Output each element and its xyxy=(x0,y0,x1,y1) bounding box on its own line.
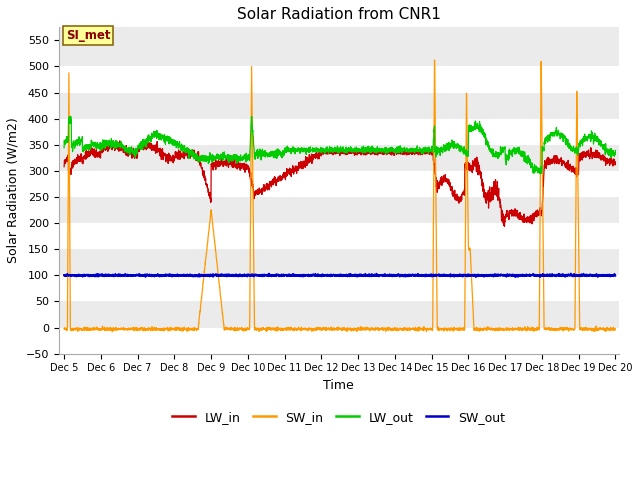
Legend: LW_in, SW_in, LW_out, SW_out: LW_in, SW_in, LW_out, SW_out xyxy=(167,406,511,429)
Bar xyxy=(59,223,619,249)
Bar xyxy=(59,119,619,145)
Bar xyxy=(59,276,619,301)
Bar xyxy=(59,327,619,354)
Bar xyxy=(59,66,619,93)
X-axis label: Time: Time xyxy=(323,379,354,392)
Y-axis label: Solar Radiation (W/m2): Solar Radiation (W/m2) xyxy=(7,118,20,264)
Text: SI_met: SI_met xyxy=(66,29,111,42)
Title: Solar Radiation from CNR1: Solar Radiation from CNR1 xyxy=(237,7,441,22)
Bar xyxy=(59,171,619,197)
